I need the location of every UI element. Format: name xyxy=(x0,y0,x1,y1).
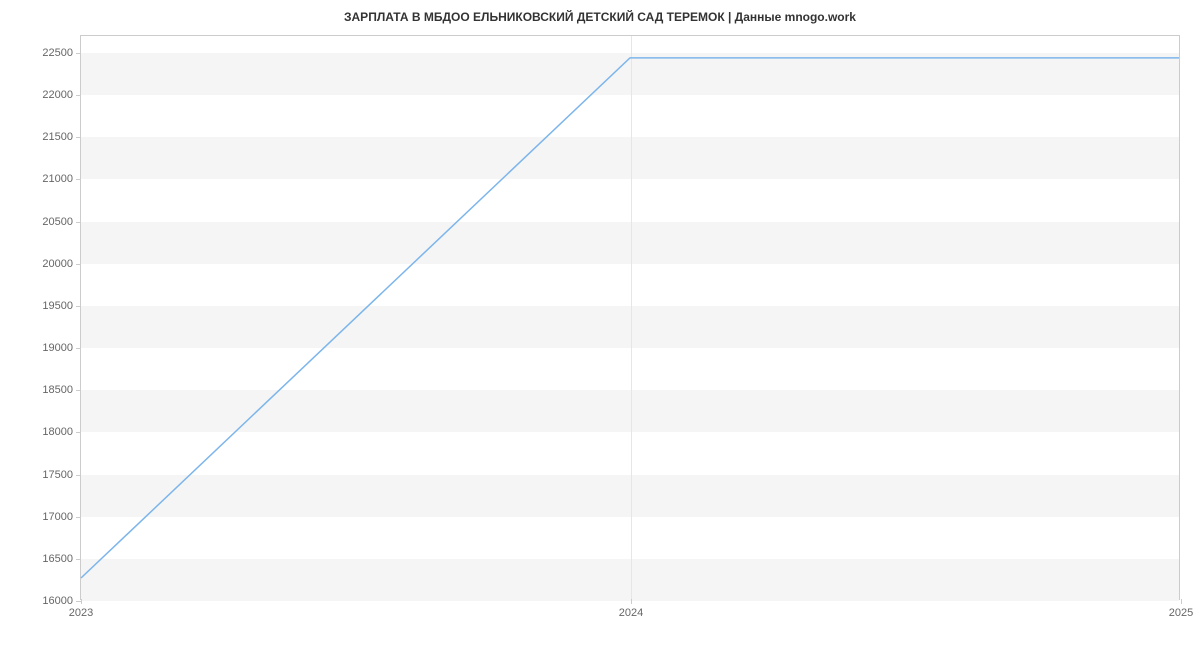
y-tick-label: 20500 xyxy=(42,216,73,228)
y-tick-label: 22500 xyxy=(42,47,73,59)
y-tick-mark xyxy=(76,601,81,602)
y-tick-label: 17000 xyxy=(42,511,73,523)
x-tick-mark xyxy=(1181,599,1182,604)
y-tick-label: 17500 xyxy=(42,469,73,481)
x-tick-mark xyxy=(631,599,632,604)
y-tick-label: 21000 xyxy=(42,173,73,185)
y-tick-label: 18500 xyxy=(42,384,73,396)
chart-title: ЗАРПЛАТА В МБДОО ЕЛЬНИКОВСКИЙ ДЕТСКИЙ СА… xyxy=(0,0,1200,29)
y-tick-label: 18000 xyxy=(42,426,73,438)
series-line xyxy=(81,36,1179,599)
y-tick-label: 20000 xyxy=(42,258,73,270)
y-tick-label: 16000 xyxy=(42,595,73,607)
x-tick-label: 2023 xyxy=(69,607,93,619)
salary-chart: ЗАРПЛАТА В МБДОО ЕЛЬНИКОВСКИЙ ДЕТСКИЙ СА… xyxy=(0,0,1200,650)
x-tick-label: 2024 xyxy=(619,607,643,619)
plot-area: 2023202420251600016500170001750018000185… xyxy=(80,35,1180,600)
y-tick-label: 16500 xyxy=(42,553,73,565)
y-tick-label: 21500 xyxy=(42,131,73,143)
y-tick-label: 22000 xyxy=(42,89,73,101)
x-tick-label: 2025 xyxy=(1169,607,1193,619)
y-tick-label: 19000 xyxy=(42,342,73,354)
y-tick-label: 19500 xyxy=(42,300,73,312)
x-tick-mark xyxy=(81,599,82,604)
